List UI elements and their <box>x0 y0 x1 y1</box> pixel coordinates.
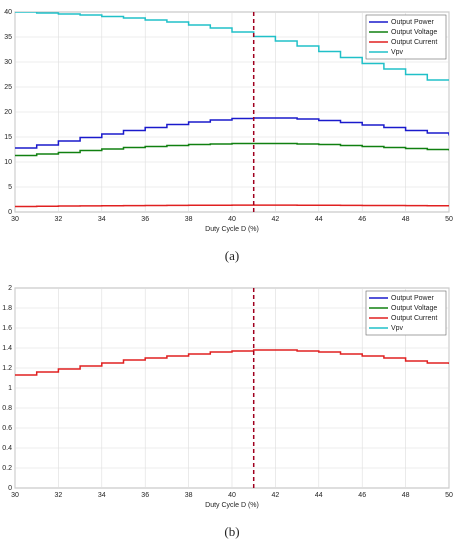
y-tick-label: 35 <box>4 34 12 41</box>
x-tick-label: 40 <box>228 216 236 223</box>
legend-label: Output Power <box>391 19 434 26</box>
y-tick-label: 1 <box>8 385 12 392</box>
chart: 0 5 10 15 20 25 30 35 40 30 32 34 36 38 40 42 44 46 48 50 Du… <box>4 9 453 263</box>
y-tick-label: 1.8 <box>2 305 12 312</box>
series-group <box>15 349 449 376</box>
x-tick-label: 46 <box>358 492 366 499</box>
x-tick-label: 44 <box>315 216 323 223</box>
y-tick-label: 0.4 <box>2 445 12 452</box>
x-tick-label: 42 <box>272 492 280 499</box>
y-tick-label: 1.2 <box>2 365 12 372</box>
y-tick-label: 0 <box>8 485 12 492</box>
y-tick-label: 15 <box>4 134 12 141</box>
y-tick-label: 20 <box>4 109 12 116</box>
legend-label: Vpv <box>391 49 404 56</box>
legend-label: Vpv <box>391 325 404 332</box>
x-tick-label: 46 <box>358 216 366 223</box>
legend-label: Output Voltage <box>391 305 437 312</box>
x-tick-label: 42 <box>272 216 280 223</box>
x-tick-label: 32 <box>55 216 63 223</box>
series-line <box>15 117 449 149</box>
series-line <box>15 204 449 208</box>
legend-label: Output Power <box>391 295 434 302</box>
y-tick-label: 0.6 <box>2 425 12 432</box>
y-tick-label: 30 <box>4 59 12 66</box>
y-tick-label: 10 <box>4 159 12 166</box>
y-tick-label: 1.4 <box>2 345 12 352</box>
caption: (b) <box>224 524 239 539</box>
y-tick-label: 2 <box>8 285 12 292</box>
x-tick-label: 36 <box>141 492 149 499</box>
legend-label: Output Current <box>391 315 437 322</box>
y-tick-label: 40 <box>4 9 12 16</box>
x-tick-label: 34 <box>98 216 106 223</box>
x-tick-label: 50 <box>445 216 453 223</box>
x-tick-label: 30 <box>11 216 19 223</box>
y-tick-label: 0 <box>8 209 12 216</box>
series-line <box>15 142 449 157</box>
y-tick-label: 0.2 <box>2 465 12 472</box>
legend-label: Output Current <box>391 39 437 46</box>
x-tick-label: 48 <box>402 216 410 223</box>
x-tick-label: 50 <box>445 492 453 499</box>
x-tick-label: 32 <box>55 492 63 499</box>
x-tick-label: 48 <box>402 492 410 499</box>
series-line <box>15 349 449 376</box>
y-tick-label: 25 <box>4 84 12 91</box>
y-tick-label: 0.8 <box>2 405 12 412</box>
x-tick-label: 38 <box>185 216 193 223</box>
x-tick-label: 36 <box>141 216 149 223</box>
chart: 0 0.2 0.4 0.6 0.8 1 1.2 1.4 1.6 1.8 2 30 32 34 36 38 40 4… <box>2 285 453 539</box>
x-tick-label: 30 <box>11 492 19 499</box>
x-tick-label: 34 <box>98 492 106 499</box>
x-tick-label: 38 <box>185 492 193 499</box>
series-line <box>15 12 449 81</box>
series-group <box>15 12 449 208</box>
x-tick-label: 44 <box>315 492 323 499</box>
x-tick-label: 40 <box>228 492 236 499</box>
x-axis-label: Duty Cycle D (%) <box>205 226 259 233</box>
x-axis-label: Duty Cycle D (%) <box>205 502 259 509</box>
y-tick-label: 1.6 <box>2 325 12 332</box>
y-tick-label: 5 <box>8 184 12 191</box>
caption: (a) <box>225 248 239 263</box>
legend-label: Output Voltage <box>391 29 437 36</box>
